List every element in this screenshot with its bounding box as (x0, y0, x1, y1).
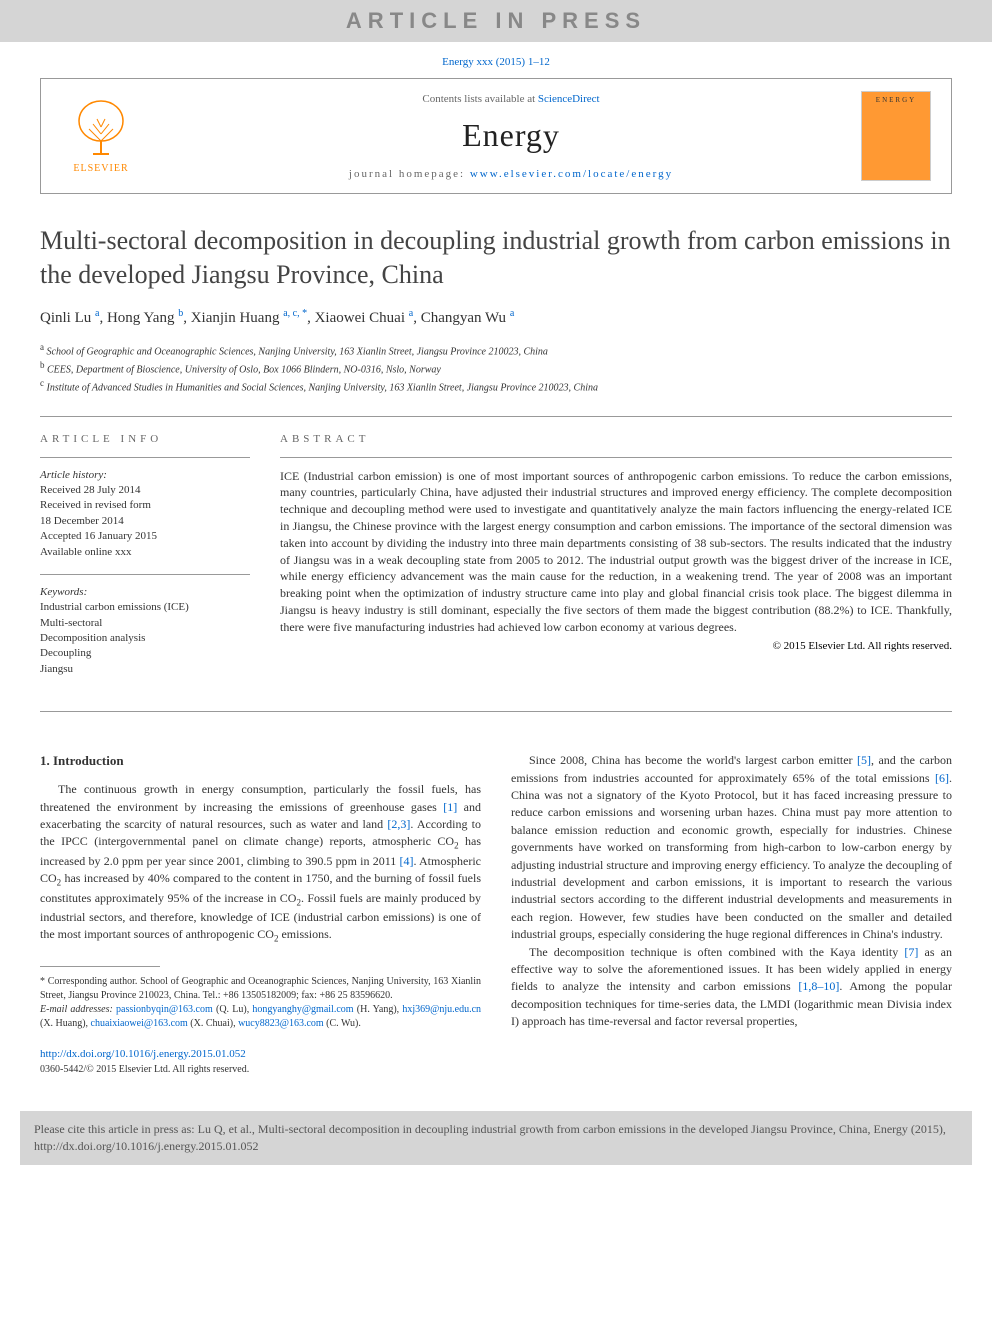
cite-box: Please cite this article in press as: Lu… (20, 1111, 972, 1165)
ref-link[interactable]: [2,3] (387, 817, 410, 831)
emails-label: E-mail addresses: (40, 1004, 116, 1015)
author: Changyan Wu a (421, 310, 515, 326)
intro-para-1: The continuous growth in energy consumpt… (40, 781, 481, 946)
email-addresses: E-mail addresses: passionbyqin@163.com (… (40, 1003, 481, 1031)
journal-cover-thumb: ENERGY (861, 91, 931, 181)
right-column: Since 2008, China has become the world's… (511, 752, 952, 1077)
email-link[interactable]: passionbyqin@163.com (116, 1004, 213, 1015)
abstract-heading: ABSTRACT (280, 433, 952, 445)
journal-header-box: ELSEVIER Contents lists available at Sci… (40, 78, 952, 194)
keyword: Decomposition analysis (40, 632, 145, 644)
citation-header: Energy xxx (2015) 1–12 (0, 42, 992, 78)
journal-homepage: journal homepage: www.elsevier.com/locat… (161, 168, 861, 180)
email-link[interactable]: hxj369@nju.edu.cn (402, 1004, 481, 1015)
divider (280, 457, 952, 458)
keyword: Multi-sectoral (40, 617, 102, 629)
elsevier-tree-icon (71, 99, 131, 159)
ref-link[interactable]: [7] (904, 945, 918, 959)
keyword: Industrial carbon emissions (ICE) (40, 601, 189, 613)
elsevier-text: ELSEVIER (73, 163, 128, 174)
info-abstract-row: ARTICLE INFO Article history: Received 2… (40, 417, 952, 713)
history-item: Available online xxx (40, 546, 131, 558)
divider (40, 574, 250, 575)
history-item: Received in revised form (40, 499, 151, 511)
footnote-divider (40, 966, 160, 967)
footnotes: * Corresponding author. School of Geogra… (40, 975, 481, 1031)
affiliation: a School of Geographic and Oceanographic… (40, 341, 952, 359)
doi-block: http://dx.doi.org/10.1016/j.energy.2015.… (40, 1047, 481, 1077)
history-item: Accepted 16 January 2015 (40, 530, 157, 542)
ref-link[interactable]: [6] (935, 771, 949, 785)
intro-heading: 1. Introduction (40, 752, 481, 771)
affiliation: c Institute of Advanced Studies in Human… (40, 377, 952, 395)
header-middle: Contents lists available at ScienceDirec… (161, 93, 861, 180)
email-link[interactable]: wucy8823@163.com (238, 1018, 324, 1029)
abstract-text: ICE (Industrial carbon emission) is one … (280, 468, 952, 636)
keyword: Jiangsu (40, 663, 73, 675)
author: Qinli Lu a (40, 310, 99, 326)
author: Xianjin Huang a, c, * (191, 310, 307, 326)
divider (40, 457, 250, 458)
keywords-label: Keywords: (40, 586, 87, 598)
article-in-press-banner: ARTICLE IN PRESS (0, 0, 992, 42)
elsevier-logo: ELSEVIER (61, 91, 141, 181)
article-title: Multi-sectoral decomposition in decoupli… (40, 224, 952, 292)
corresponding-author: * Corresponding author. School of Geogra… (40, 975, 481, 1003)
email-link[interactable]: hongyanghy@gmail.com (252, 1004, 353, 1015)
affiliation: b CEES, Department of Bioscience, Univer… (40, 359, 952, 377)
article-info-col: ARTICLE INFO Article history: Received 2… (40, 433, 250, 692)
history-label: Article history: (40, 469, 107, 481)
sciencedirect-link[interactable]: ScienceDirect (538, 93, 600, 105)
article-history: Article history: Received 28 July 2014 R… (40, 468, 250, 560)
abstract-col: ABSTRACT ICE (Industrial carbon emission… (280, 433, 952, 692)
ref-link[interactable]: [5] (857, 753, 871, 767)
homepage-prefix: journal homepage: (349, 168, 470, 180)
homepage-link[interactable]: www.elsevier.com/locate/energy (470, 168, 673, 180)
doi-link[interactable]: http://dx.doi.org/10.1016/j.energy.2015.… (40, 1048, 246, 1060)
intro-para-3: The decomposition technique is often com… (511, 944, 952, 1031)
ref-link[interactable]: [4] (399, 854, 413, 868)
history-item: Received 28 July 2014 (40, 484, 141, 496)
copyright-line: © 2015 Elsevier Ltd. All rights reserved… (280, 640, 952, 652)
ref-link[interactable]: [1,8–10] (798, 979, 839, 993)
affiliations: a School of Geographic and Oceanographic… (40, 341, 952, 396)
ref-link[interactable]: [1] (443, 800, 457, 814)
keywords-block: Keywords: Industrial carbon emissions (I… (40, 585, 250, 677)
contents-prefix: Contents lists available at (422, 93, 537, 105)
email-link[interactable]: chuaixiaowei@163.com (91, 1018, 188, 1029)
contents-line: Contents lists available at ScienceDirec… (161, 93, 861, 105)
history-item: 18 December 2014 (40, 515, 124, 527)
keyword: Decoupling (40, 647, 91, 659)
main-content: Multi-sectoral decomposition in decoupli… (0, 194, 992, 1097)
authors-line: Qinli Lu a, Hong Yang b, Xianjin Huang a… (40, 308, 952, 327)
author: Xiaowei Chuai a (315, 310, 414, 326)
journal-name: Energy (161, 117, 861, 154)
doi-copyright: 0360-5442/© 2015 Elsevier Ltd. All right… (40, 1063, 481, 1078)
left-column: 1. Introduction The continuous growth in… (40, 752, 481, 1077)
cover-title: ENERGY (876, 96, 916, 104)
author: Hong Yang b (107, 310, 183, 326)
article-info-heading: ARTICLE INFO (40, 433, 250, 445)
intro-para-2: Since 2008, China has become the world's… (511, 752, 952, 943)
body-columns: 1. Introduction The continuous growth in… (40, 752, 952, 1077)
